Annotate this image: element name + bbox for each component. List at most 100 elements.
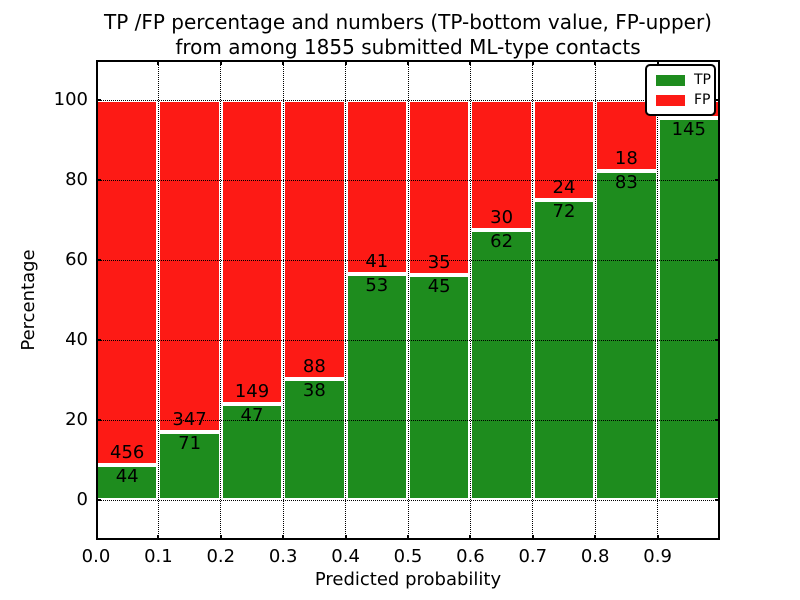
x-tick-mark	[344, 535, 347, 540]
x-tick-mark	[594, 535, 597, 540]
bar-label-fp: 24	[552, 177, 576, 198]
x-tick-label: 0.0	[81, 546, 111, 567]
x-tick-mark	[469, 535, 472, 540]
bar-segment-tp	[158, 432, 221, 500]
bar-label-fp: 456	[110, 441, 145, 463]
x-tick-mark	[594, 60, 597, 65]
bar-segment-fp	[532, 100, 596, 200]
y-tick-label: 100	[53, 89, 88, 110]
bar-label-tp: 44	[115, 465, 139, 487]
legend-swatch-fp	[656, 94, 685, 106]
bar-segment-fp	[283, 100, 346, 380]
x-tick-label: 0.6	[456, 546, 485, 567]
bar-label-tp: 145	[671, 119, 706, 141]
plot-area: 456 44 347 71 149 47 88 38 41 53 35 45 30 62 24 72 18 83 1…	[96, 60, 720, 540]
bar-label-tp: 47	[240, 405, 264, 426]
y-tick-label: 20	[65, 409, 88, 430]
y-tick-mark	[715, 499, 720, 501]
y-tick-mark	[96, 99, 101, 101]
bar-label-tp: 53	[365, 275, 389, 297]
bar-segment-fp	[158, 100, 221, 432]
x-axis-label: Predicted probability	[314, 569, 502, 590]
legend: TP FP	[645, 64, 716, 116]
bar-segment-tp	[532, 200, 596, 500]
y-tick-mark	[715, 99, 720, 101]
bar-segment-tp	[595, 171, 658, 500]
x-tick-mark	[344, 60, 347, 65]
y-tick-label: 60	[65, 249, 88, 270]
bar-segment-tp	[470, 230, 533, 500]
bar-label-tp: 83	[614, 172, 638, 194]
bar-label-tp: 72	[552, 201, 576, 222]
x-tick-label: 0.9	[643, 546, 672, 567]
bar-segment-tp	[283, 379, 346, 500]
x-tick-mark	[219, 535, 222, 540]
bar-label-tp: 62	[490, 231, 514, 253]
chart-title-line2: from among 1855 submitted ML-type contac…	[175, 35, 641, 59]
x-tick-mark	[219, 60, 222, 65]
bar-label-fp: 347	[172, 409, 207, 430]
bar-segment-tp	[345, 274, 408, 500]
bar-label-fp: 88	[302, 356, 326, 378]
y-tick-label: 40	[65, 329, 88, 350]
y-tick-mark	[715, 259, 720, 261]
gridline-vertical	[594, 60, 596, 540]
x-tick-mark	[469, 60, 472, 65]
y-axis-label: Percentage	[18, 249, 39, 351]
x-tick-label: 0.5	[393, 546, 423, 567]
bar-segment-fp	[408, 100, 471, 275]
legend-swatch-tp	[656, 74, 685, 86]
x-tick-mark	[407, 535, 409, 540]
y-tick-mark	[96, 179, 101, 181]
x-tick-label: 0.7	[518, 546, 548, 567]
y-tick-mark	[715, 419, 720, 421]
x-tick-label: 0.2	[206, 546, 236, 567]
x-tick-mark	[157, 535, 160, 540]
x-tick-mark	[531, 535, 534, 540]
bar-label-fp: 35	[427, 251, 451, 273]
bar-label-fp: 30	[490, 207, 514, 229]
y-tick-mark	[96, 419, 101, 421]
x-tick-mark	[282, 60, 285, 65]
legend-label-fp: FP	[694, 92, 711, 108]
gridline-vertical	[469, 60, 471, 540]
x-tick-mark	[282, 535, 285, 540]
bar-segment-tp	[408, 274, 471, 500]
y-tick-mark	[96, 339, 101, 341]
chart-title-line1: TP /FP percentage and numbers (TP-bottom…	[104, 10, 712, 34]
x-tick-label: 0.8	[580, 546, 610, 567]
legend-label-tp: TP	[694, 72, 711, 88]
x-tick-mark	[407, 60, 409, 65]
gridline-vertical	[220, 60, 222, 540]
bar-segment-fp	[345, 100, 408, 275]
x-tick-mark	[656, 535, 659, 540]
bar-label-fp: 41	[365, 251, 389, 273]
gridline-vertical	[407, 60, 409, 540]
bar-label-tp: 38	[302, 380, 326, 402]
y-tick-mark	[715, 339, 720, 341]
bar-segment-fp	[220, 100, 284, 404]
bar-label-tp: 45	[427, 275, 451, 297]
bar-label-fp: 18	[614, 148, 638, 170]
bar-segment-tp	[657, 118, 720, 500]
gridline-vertical	[532, 60, 534, 540]
y-tick-mark	[96, 259, 101, 261]
y-tick-mark	[715, 179, 720, 181]
y-tick-label: 80	[65, 169, 88, 190]
chart-title: TP /FP percentage and numbers (TP-bottom…	[96, 10, 720, 60]
gridline-vertical	[282, 60, 284, 540]
x-tick-mark	[656, 60, 659, 65]
x-tick-label: 0.1	[144, 546, 173, 567]
x-tick-mark	[157, 60, 160, 65]
legend-item: FP	[656, 92, 711, 108]
bar-segment-fp	[96, 100, 159, 465]
gridline-vertical	[657, 60, 659, 540]
x-tick-label: 0.4	[331, 546, 360, 567]
x-tick-mark	[531, 60, 534, 65]
gridline-vertical	[345, 60, 347, 540]
y-tick-mark	[96, 499, 101, 501]
y-tick-label: 0	[76, 489, 88, 510]
legend-item: TP	[656, 72, 711, 88]
bar-label-tp: 71	[178, 433, 202, 454]
